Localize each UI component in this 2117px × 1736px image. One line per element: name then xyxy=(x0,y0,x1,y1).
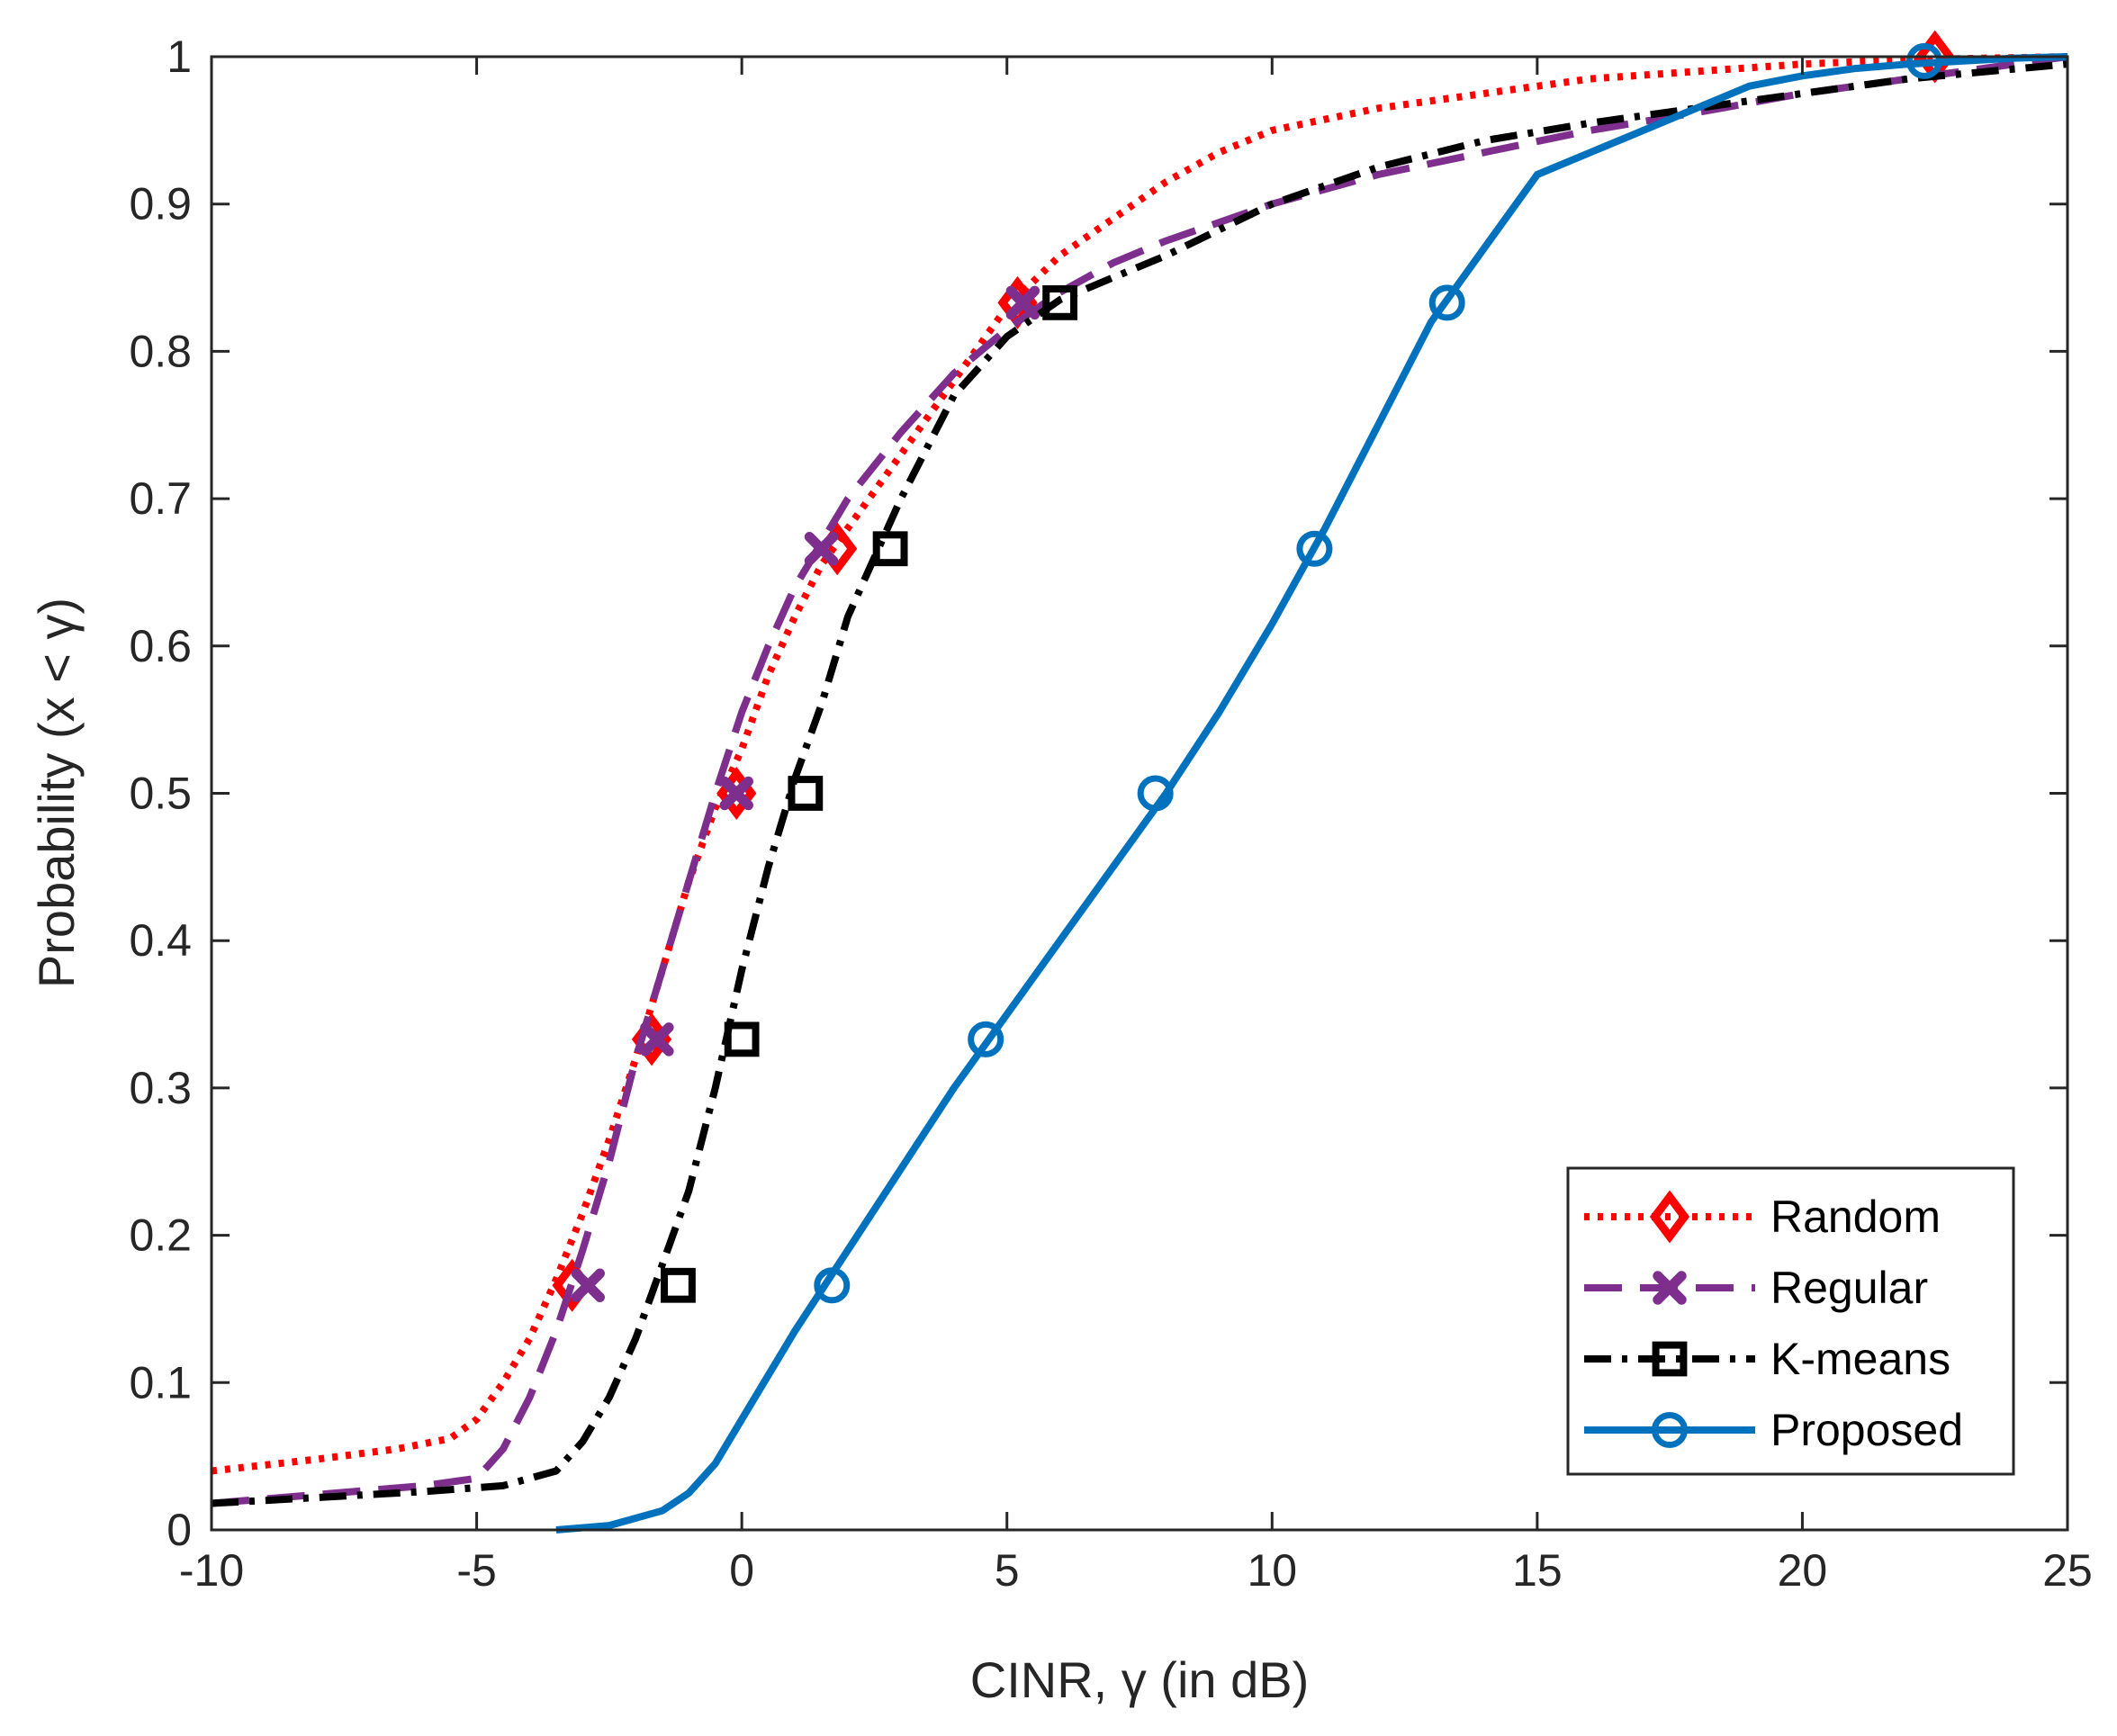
marker-regular-0 xyxy=(571,1268,605,1302)
series-regular xyxy=(211,53,2068,1507)
series-line-k-means xyxy=(211,60,2068,1507)
y-tick-label-9: 0.9 xyxy=(129,179,192,229)
marker-regular-3 xyxy=(804,532,839,566)
y-tick-label-4: 0.4 xyxy=(129,915,192,966)
series-line-random xyxy=(211,53,2068,1475)
legend-item-proposed: Proposed xyxy=(1584,1405,1963,1455)
legend-item-k-means: K-means xyxy=(1584,1334,1950,1384)
x-tick-label-6: 20 xyxy=(1778,1545,1828,1596)
series-line-proposed xyxy=(555,53,2068,1534)
legend: Random Regular K-means Proposed xyxy=(1566,1166,2015,1476)
legend-marker-k-means xyxy=(1652,1341,1688,1377)
marker-k-means-0 xyxy=(661,1267,696,1303)
legend-marker-proposed xyxy=(1652,1412,1688,1448)
legend-marker-random xyxy=(1649,1190,1690,1244)
y-tick-label-7: 0.7 xyxy=(129,473,192,524)
marker-proposed-0 xyxy=(814,1267,851,1304)
y-tick-label-1: 0.1 xyxy=(129,1357,192,1408)
marker-regular-2 xyxy=(719,776,753,811)
y-tick-label-2: 0.2 xyxy=(129,1210,192,1261)
legend-item-random: Random xyxy=(1584,1190,1941,1244)
marker-proposed-1 xyxy=(968,1021,1004,1057)
marker-k-means-2 xyxy=(788,776,824,811)
legend-item-regular: Regular xyxy=(1584,1263,1928,1313)
legend-marker-regular xyxy=(1653,1271,1687,1305)
legend-label-k-means: K-means xyxy=(1770,1334,1950,1384)
y-tick-label-5: 0.5 xyxy=(129,769,192,819)
legend-label-regular: Regular xyxy=(1770,1263,1928,1313)
x-tick-label-0: -10 xyxy=(179,1545,244,1596)
x-tick-label-4: 10 xyxy=(1247,1545,1297,1596)
legend-label-random: Random xyxy=(1770,1192,1941,1242)
x-tick-label-3: 5 xyxy=(995,1545,1020,1596)
y-tick-label-0: 0 xyxy=(167,1505,192,1555)
marker-k-means-4 xyxy=(1042,284,1078,320)
y-axis-label: Probability (x < γ) xyxy=(28,598,85,988)
axes-layer: -10 -5 0 5 10 15 20 25 0 0.1 0.2 0.3 0.4 0.5 0.6 0.7 0.8… xyxy=(129,31,2092,1596)
x-tick-label-2: 0 xyxy=(729,1545,754,1596)
series-k-means xyxy=(211,60,2068,1507)
series-proposed xyxy=(555,42,2068,1534)
marker-proposed-3 xyxy=(1296,530,1333,567)
y-tick-label-10: 1 xyxy=(167,31,192,82)
marker-proposed-5 xyxy=(1905,42,1942,79)
x-tick-label-7: 25 xyxy=(2042,1545,2093,1596)
y-tick-label-8: 0.8 xyxy=(129,326,192,376)
x-tick-label-5: 15 xyxy=(1512,1545,1563,1596)
y-tick-label-6: 0.6 xyxy=(129,621,192,671)
marker-regular-1 xyxy=(640,1022,674,1057)
x-axis-label: CINR, γ (in dB) xyxy=(970,1651,1310,1708)
legend-label-proposed: Proposed xyxy=(1770,1405,1963,1455)
marker-proposed-4 xyxy=(1428,284,1465,321)
marker-regular-4 xyxy=(1005,285,1040,320)
marker-k-means-3 xyxy=(872,531,908,567)
marker-proposed-2 xyxy=(1137,775,1174,812)
y-tick-label-3: 0.3 xyxy=(129,1063,192,1113)
x-tick-label-1: -5 xyxy=(456,1545,496,1596)
series-layer xyxy=(211,30,2068,1534)
marker-k-means-1 xyxy=(724,1021,760,1057)
